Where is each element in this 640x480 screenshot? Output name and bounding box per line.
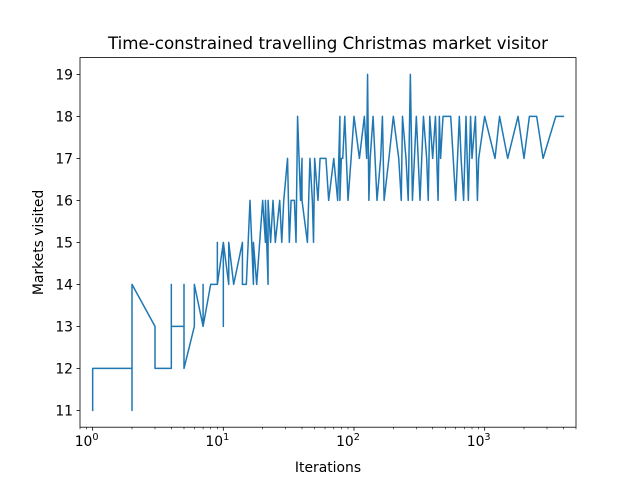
y-tick-label: 18 <box>55 109 73 125</box>
y-tick-label: 17 <box>55 151 73 167</box>
axes-background <box>80 57 576 428</box>
x-axis-label: Iterations <box>295 460 361 476</box>
series-layer <box>91 73 565 412</box>
y-tick-label: 15 <box>55 235 73 251</box>
plot-area <box>79 57 577 428</box>
x-tick-label: 102 <box>336 432 360 450</box>
y-tick-label: 16 <box>55 193 73 209</box>
series-line <box>91 73 565 412</box>
y-axis-label: Markets visited <box>31 190 47 295</box>
y-tick-label: 14 <box>55 277 73 293</box>
y-tick-label: 12 <box>55 361 73 377</box>
x-tick-label: 101 <box>205 432 229 450</box>
x-tick-label: 103 <box>467 432 491 450</box>
x-axis: 100 101 102 103 <box>75 427 577 450</box>
y-tick-label: 19 <box>55 67 73 83</box>
y-tick-label: 13 <box>55 319 73 335</box>
y-tick-label: 11 <box>55 403 73 419</box>
y-axis: 11 12 13 14 15 16 17 18 19 <box>55 67 80 419</box>
chart-title: Time-constrained travelling Christmas ma… <box>107 33 548 53</box>
x-tick-label: 100 <box>75 432 99 450</box>
